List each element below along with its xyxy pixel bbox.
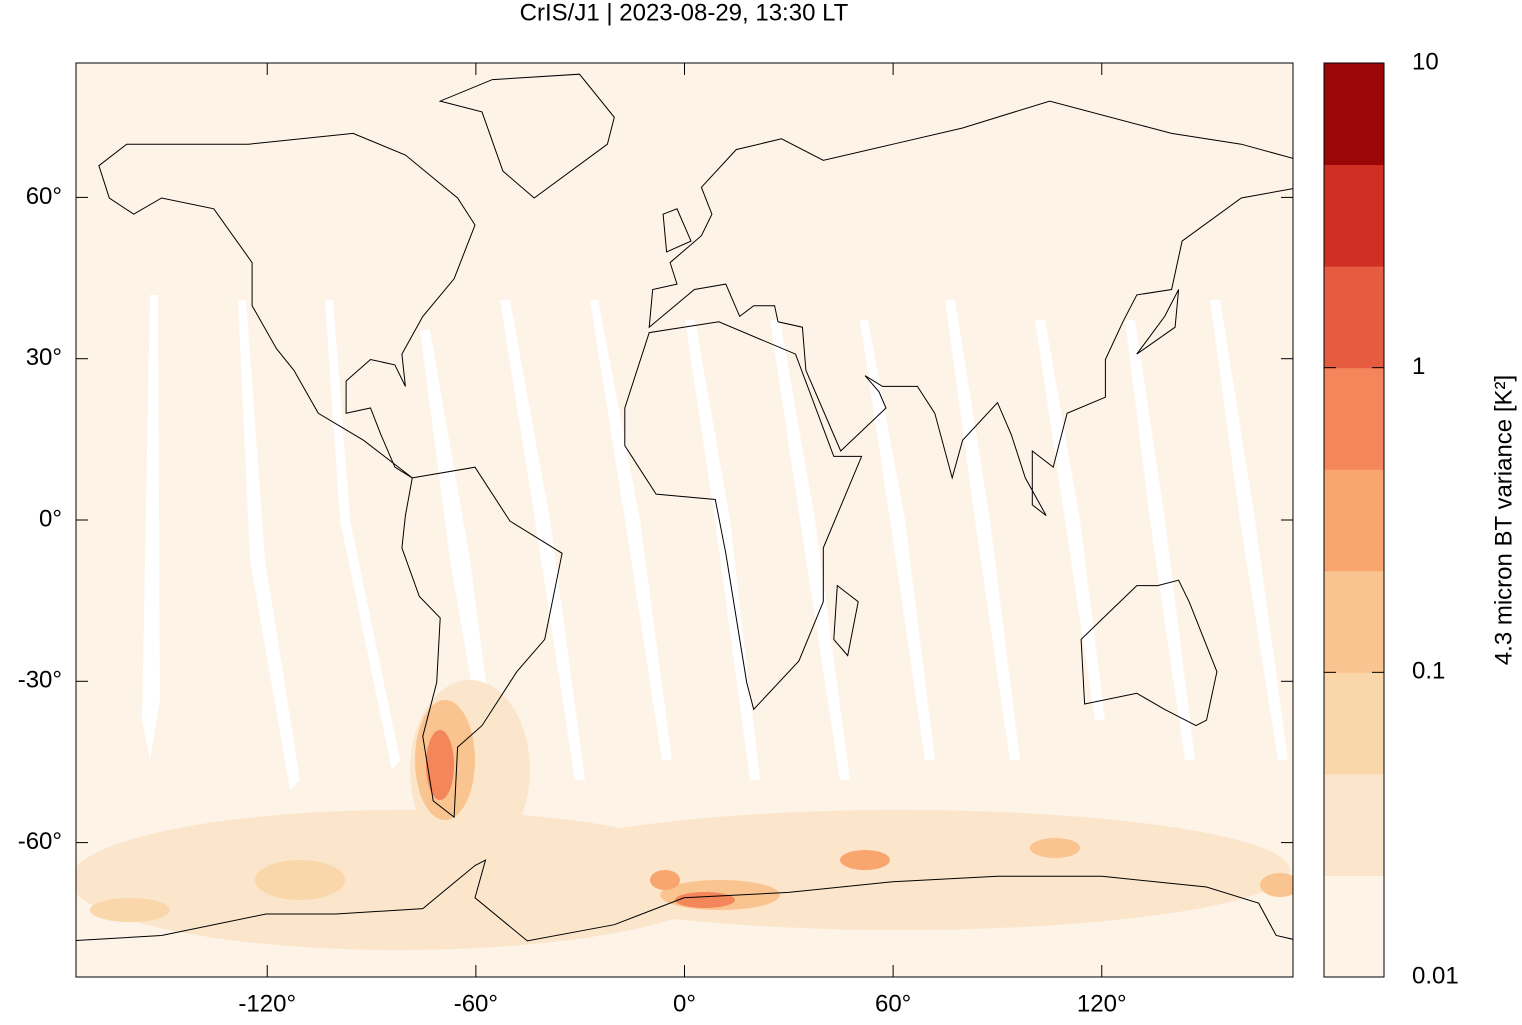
colorbar-tick-label: 10 — [1412, 48, 1439, 75]
colorbar-band — [1324, 367, 1384, 470]
x-tick-label: 120° — [1077, 990, 1127, 1017]
colorbar-band — [1324, 164, 1384, 267]
y-tick-label: 0° — [39, 505, 62, 532]
colorbar-band — [1324, 570, 1384, 673]
y-tick-label: 60° — [26, 183, 62, 210]
colorbar-band — [1324, 875, 1384, 978]
patch — [675, 892, 735, 908]
patch — [650, 870, 680, 890]
patch — [1030, 838, 1080, 858]
swath-gaps — [142, 295, 1288, 790]
patch — [90, 898, 170, 922]
x-tick-label: -120° — [238, 990, 296, 1017]
x-tick-label: 0° — [673, 990, 696, 1017]
colorbar-band — [1324, 63, 1384, 166]
colorbar-band — [1324, 469, 1384, 572]
map-title: CrIS/J1 | 2023-08-29, 13:30 LT — [520, 0, 849, 26]
colorbar-tick-label: 0.01 — [1412, 962, 1459, 989]
patch — [1260, 873, 1293, 897]
colorbar-frame — [1323, 62, 1385, 978]
patch — [255, 860, 345, 900]
variance-patches — [76, 680, 1293, 950]
colorbar-tick-label: 0.1 — [1412, 658, 1445, 685]
colorbar-band — [1324, 266, 1384, 369]
patch — [510, 810, 1290, 930]
y-tick-label: -60° — [18, 828, 62, 855]
patch — [840, 850, 890, 870]
colorbar-band — [1324, 672, 1384, 775]
map-layer — [76, 63, 1293, 977]
x-tick-label: 60° — [875, 990, 911, 1017]
colorbar-band — [1324, 773, 1384, 876]
patch — [426, 730, 454, 800]
colorbar-label: 4.3 micron BT variance [K²] — [1490, 375, 1517, 665]
y-tick-label: -30° — [18, 667, 62, 694]
coastlines — [76, 73, 1293, 942]
x-tick-label: -60° — [454, 990, 498, 1017]
colorbar-tick-label: 1 — [1412, 353, 1425, 380]
y-tick-label: 30° — [26, 344, 62, 371]
